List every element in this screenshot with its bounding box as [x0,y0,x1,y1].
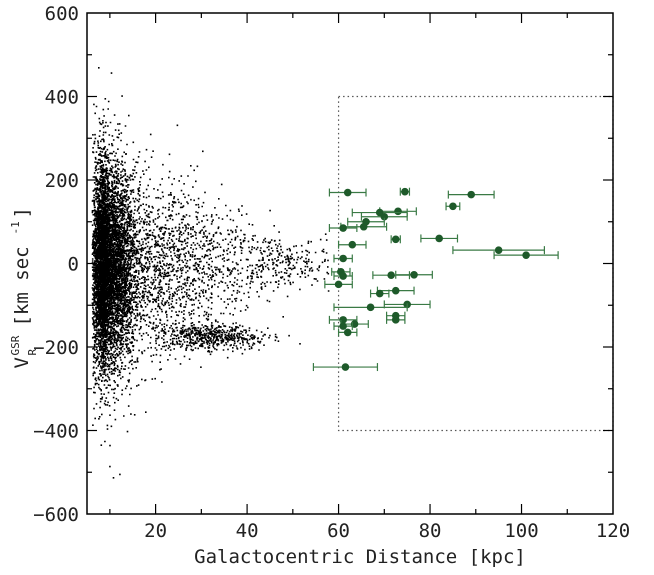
data-point [420,234,459,243]
data-point [328,224,358,233]
x-tick-label: 20 [144,520,167,542]
y-axis-title-superscript: GSR [9,335,22,355]
y-tick-label: −600 [33,504,79,526]
data-point [395,270,433,279]
data-point [493,251,559,260]
point-marker [348,240,357,249]
y-axis-title-main: V [11,357,33,368]
data-point [337,240,367,249]
data-point [312,363,379,372]
point-marker [391,286,400,295]
data-point [328,188,367,197]
x-tick-label: 40 [236,520,259,542]
y-tick-label: −400 [33,421,79,443]
y-axis-title: V GSR R [km sec -1 ] [9,207,39,368]
point-marker [339,224,347,232]
data-point [360,212,408,221]
y-axis-title-subscript: R [26,349,39,356]
x-tick-label: 60 [327,520,350,542]
y-tick-label: 200 [45,170,79,192]
axis-ticks: 20 40 60 80 100 120 −600 −400 −200 0 200 400 600 [33,3,630,542]
point-marker [375,289,384,298]
point-marker [366,303,375,312]
point-marker [343,328,352,337]
point-marker [380,212,389,221]
data-objects [312,187,559,372]
point-marker [391,235,400,244]
point-marker [359,222,368,231]
y-axis-title-units-close: ] [11,207,33,218]
y-axis-title-units: [km sec [11,246,33,326]
field-star-points [91,67,330,479]
data-point [369,289,390,298]
x-tick-label: 100 [504,520,538,542]
data-point [399,187,411,196]
point-marker [467,190,476,199]
point-marker [334,280,343,289]
x-axis-title: Galactocentric Distance [kpc] [194,546,526,568]
selection-box-outline [337,95,614,432]
data-point [333,272,353,281]
point-marker [435,234,443,243]
data-point [337,328,358,337]
axes [86,12,614,515]
point-marker [339,322,347,330]
data-point [333,303,408,312]
point-marker [387,271,395,279]
point-marker [391,316,400,324]
point-marker [449,202,457,211]
x-tick-label: 120 [596,520,630,542]
data-point [324,280,353,289]
point-marker [522,251,530,259]
selection-box [337,95,614,432]
data-point [328,315,358,324]
data-point [333,254,353,263]
point-marker [339,254,347,263]
x-tick-label: 80 [419,520,442,542]
field-stars [91,67,330,479]
y-tick-label: 400 [45,87,79,109]
data-point [452,246,545,255]
y-axis-title-units-exponent: -1 [9,221,22,234]
plot-frame [86,12,614,515]
point-marker [339,272,347,280]
point-marker [410,270,418,279]
y-tick-label: 600 [45,3,79,25]
point-marker [494,246,503,254]
point-marker [394,207,402,216]
data-point [447,190,495,199]
point-marker [341,363,350,371]
data-point [333,322,353,331]
data-point [390,235,401,244]
point-marker [343,188,352,197]
data-point [385,315,406,324]
y-tick-label: −200 [33,337,79,359]
y-tick-label: 0 [68,254,79,276]
data-point [445,202,461,211]
point-marker [401,187,409,196]
